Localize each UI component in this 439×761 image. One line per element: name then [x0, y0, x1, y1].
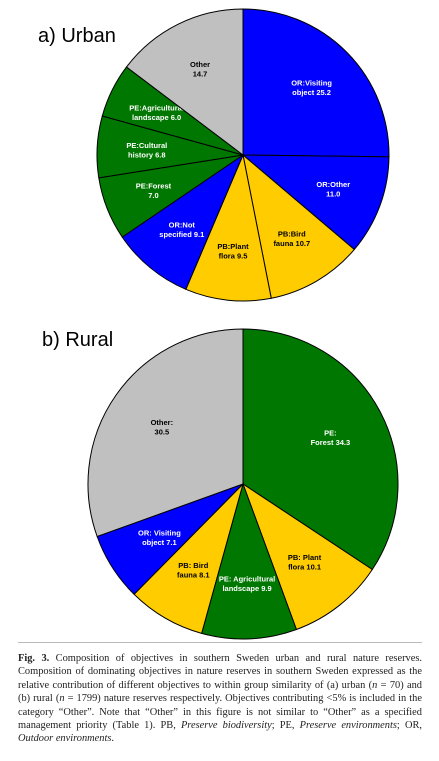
caption-text: ; PE,	[271, 720, 300, 732]
rural-pie-slice	[201, 482, 298, 640]
caption-text: Composition of objectives in southern Sw…	[18, 653, 423, 691]
urban-pie-slice	[125, 8, 244, 157]
urban-pie-slice	[241, 154, 390, 251]
rural-pie-slices: PE: Forest 34.3 PB: Plant flora 10.1 PE: Agr…	[87, 328, 399, 640]
figure-canvas: a) Urban OR:Visiting object 25.2 OR:Other 1…	[38, 8, 399, 640]
caption-text: = 1799) nature reserves respectively. Ob…	[18, 693, 422, 732]
urban-slice-label: PE:Cultural history 6.8	[126, 141, 167, 160]
urban-pie-panel: a) Urban OR:Visiting object 25.2 OR:Other 1…	[38, 8, 390, 302]
caption-n-symbol: n	[59, 693, 65, 705]
urban-slice-label: OR:Not specified 9.1	[159, 221, 204, 240]
rural-pie-slice	[87, 328, 244, 538]
urban-pie-slice	[242, 153, 356, 299]
urban-slice-label: Other 14.7	[190, 60, 210, 79]
rural-pie-slice	[242, 482, 373, 631]
caption-text: = 70) and (b) rural (	[18, 679, 422, 705]
rural-pie-title: b) Rural	[42, 329, 113, 351]
urban-slice-label: PE:Agricultural landscape 6.0	[129, 104, 184, 123]
rural-slice-label: PE: Agricultural landscape 9.9	[219, 574, 275, 593]
urban-slice-label: OR:Visiting object 25.2	[291, 79, 332, 98]
caption-pb-term: Preserve biodiversity	[180, 720, 272, 732]
caption-figure-label: Fig. 3.	[18, 653, 50, 664]
caption-text: .	[111, 733, 115, 745]
rural-pie-panel: b) Rural PE: Forest 34.3 PB: Plant flora 10…	[42, 328, 399, 640]
rural-slice-label: PB: Bird fauna 8.1	[177, 561, 210, 580]
caption-pe-term: Preserve environments	[299, 720, 397, 732]
rural-slice-label: OR: Visiting object 7.1	[138, 529, 181, 548]
urban-slice-label: PE:Forest 7.0	[136, 182, 172, 201]
caption-n-symbol: n	[372, 679, 378, 691]
caption-or-term: Outdoor environments	[18, 733, 112, 745]
caption-text: ; OR,	[396, 720, 422, 732]
urban-slice-label: PB:Bird fauna 10.7	[273, 229, 310, 248]
figure-caption: Fig. 3. Composition of objectives in sou…	[18, 652, 422, 746]
urban-pie-slice	[121, 153, 245, 291]
urban-pie-slice	[242, 8, 390, 158]
rural-slice-label: PB: Plant flora 10.1	[288, 553, 322, 572]
rural-slice-label: PE: Forest 34.3	[311, 428, 351, 447]
caption-divider	[18, 642, 422, 643]
rural-slice-label: Other: 30.5	[151, 418, 174, 437]
urban-pie-slice	[185, 153, 272, 302]
urban-pie-slices: OR:Visiting object 25.2 OR:Other 11.0 PB:Bir…	[96, 8, 390, 302]
urban-slice-label: PB:Plant flora 9.5	[217, 242, 249, 261]
urban-slice-label: OR:Other 11.0	[316, 180, 350, 199]
urban-pie-title: a) Urban	[38, 25, 116, 47]
